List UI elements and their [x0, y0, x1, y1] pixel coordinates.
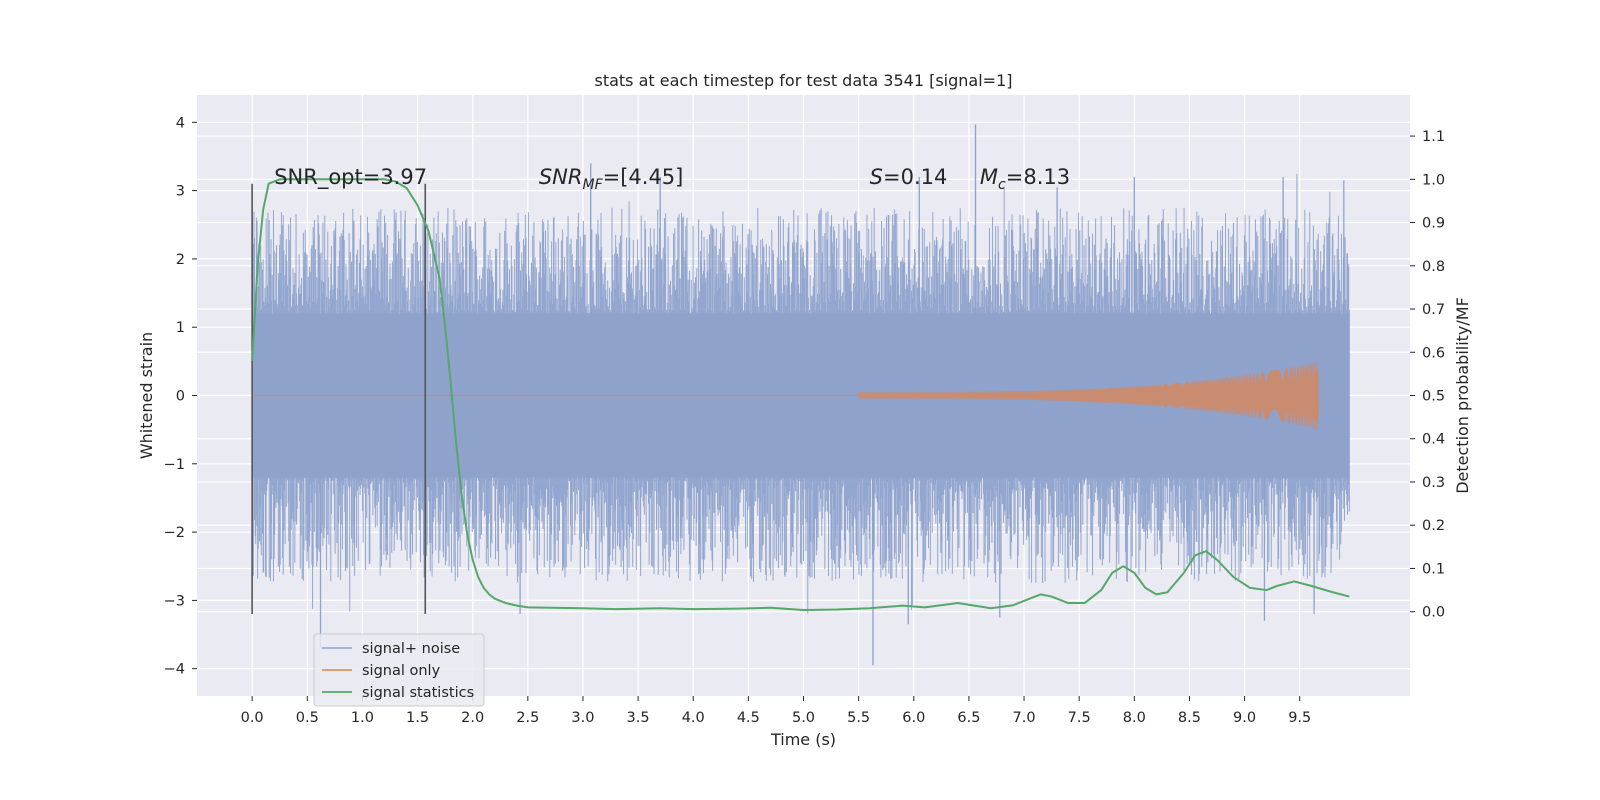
- y-tick-label-left: −3: [164, 593, 185, 609]
- y-tick-label-right: 0.8: [1422, 259, 1445, 275]
- x-tick-label: 9.0: [1233, 710, 1256, 726]
- y-tick-label-right: 0.0: [1422, 605, 1445, 621]
- signal-only-series: [252, 361, 1319, 430]
- x-tick-label: 7.5: [1068, 710, 1091, 726]
- x-tick-label: 8.5: [1178, 710, 1201, 726]
- annotation-snr-opt: SNR_opt=3.97: [274, 165, 427, 190]
- x-tick-label: 6.5: [957, 710, 980, 726]
- x-tick-label: 0.0: [241, 710, 264, 726]
- annotation-mc: Mc=8.13: [980, 165, 1070, 193]
- y-tick-label-right: 0.5: [1422, 389, 1445, 405]
- legend-label-signal-only: signal only: [362, 663, 441, 679]
- y-tick-label-left: 0: [176, 389, 185, 405]
- y-tick-label-right: 1.1: [1422, 129, 1445, 145]
- y-tick-label-right: 0.1: [1422, 561, 1445, 577]
- legend: signal+ noise signal only signal statist…: [313, 633, 485, 707]
- chart-title: stats at each timestep for test data 354…: [594, 71, 1012, 90]
- y-tick-label-right: 0.6: [1422, 345, 1445, 361]
- y-tick-label-right: 0.2: [1422, 518, 1445, 534]
- x-tick-label: 3.0: [571, 710, 594, 726]
- x-tick-label: 5.5: [847, 710, 870, 726]
- x-tick-label: 0.5: [296, 710, 319, 726]
- x-tick-label: 8.0: [1123, 710, 1146, 726]
- x-tick-label: 2.0: [461, 710, 484, 726]
- y-axis-label-left: Whitened strain: [137, 332, 156, 459]
- x-tick-label: 6.0: [902, 710, 925, 726]
- x-tick-label: 7.0: [1013, 710, 1036, 726]
- y-tick-label-right: 1.0: [1422, 172, 1445, 188]
- statistics-line: [251, 178, 1350, 611]
- legend-box: [313, 633, 485, 707]
- y-tick-label-right: 0.4: [1422, 432, 1445, 448]
- y-tick-label-left: 2: [176, 252, 185, 268]
- x-tick-label: 1.0: [351, 710, 374, 726]
- annotations: SNR_opt=3.97 SNRMF=[4.45] S=0.14 Mc=8.13: [274, 165, 1070, 193]
- legend-label-signal-statistics: signal statistics: [362, 685, 474, 701]
- statistics-series: [251, 178, 1350, 611]
- y-tick-label-left: −2: [164, 525, 185, 541]
- y-tick-label-right: 0.7: [1422, 302, 1445, 318]
- annotation-s: S=0.14: [870, 165, 948, 189]
- y-tick-label-right: 0.9: [1422, 216, 1445, 232]
- x-tick-label: 2.5: [516, 710, 539, 726]
- x-tick-label: 4.5: [737, 710, 760, 726]
- y-tick-label-right: 0.3: [1422, 475, 1445, 491]
- legend-label-signal-noise: signal+ noise: [362, 641, 460, 657]
- x-tick-label: 4.0: [682, 710, 705, 726]
- axis-ticks: 0.0 0.5 1.0 1.5 2.0 2.5 3.0 3.5 4.0 4.5 5.0 5.5 6.0 6…: [164, 115, 1445, 726]
- y-tick-label-left: 4: [176, 115, 185, 131]
- vertical-markers: [251, 183, 427, 615]
- x-tick-label: 9.5: [1288, 710, 1311, 726]
- y-tick-label-left: −1: [164, 457, 185, 473]
- x-tick-label: 5.0: [792, 710, 815, 726]
- x-axis-label: Time (s): [770, 730, 836, 749]
- x-tick-label: 1.5: [406, 710, 429, 726]
- y-tick-label-left: −4: [164, 662, 185, 678]
- y-axis-label-right: Detection probability/MF: [1453, 297, 1472, 494]
- signal-trace: [858, 361, 1319, 430]
- y-tick-label-left: 1: [176, 320, 185, 336]
- x-tick-label: 3.5: [627, 710, 650, 726]
- y-tick-label-left: 3: [176, 184, 185, 200]
- annotation-snr-mf: SNRMF=[4.45]: [539, 165, 684, 193]
